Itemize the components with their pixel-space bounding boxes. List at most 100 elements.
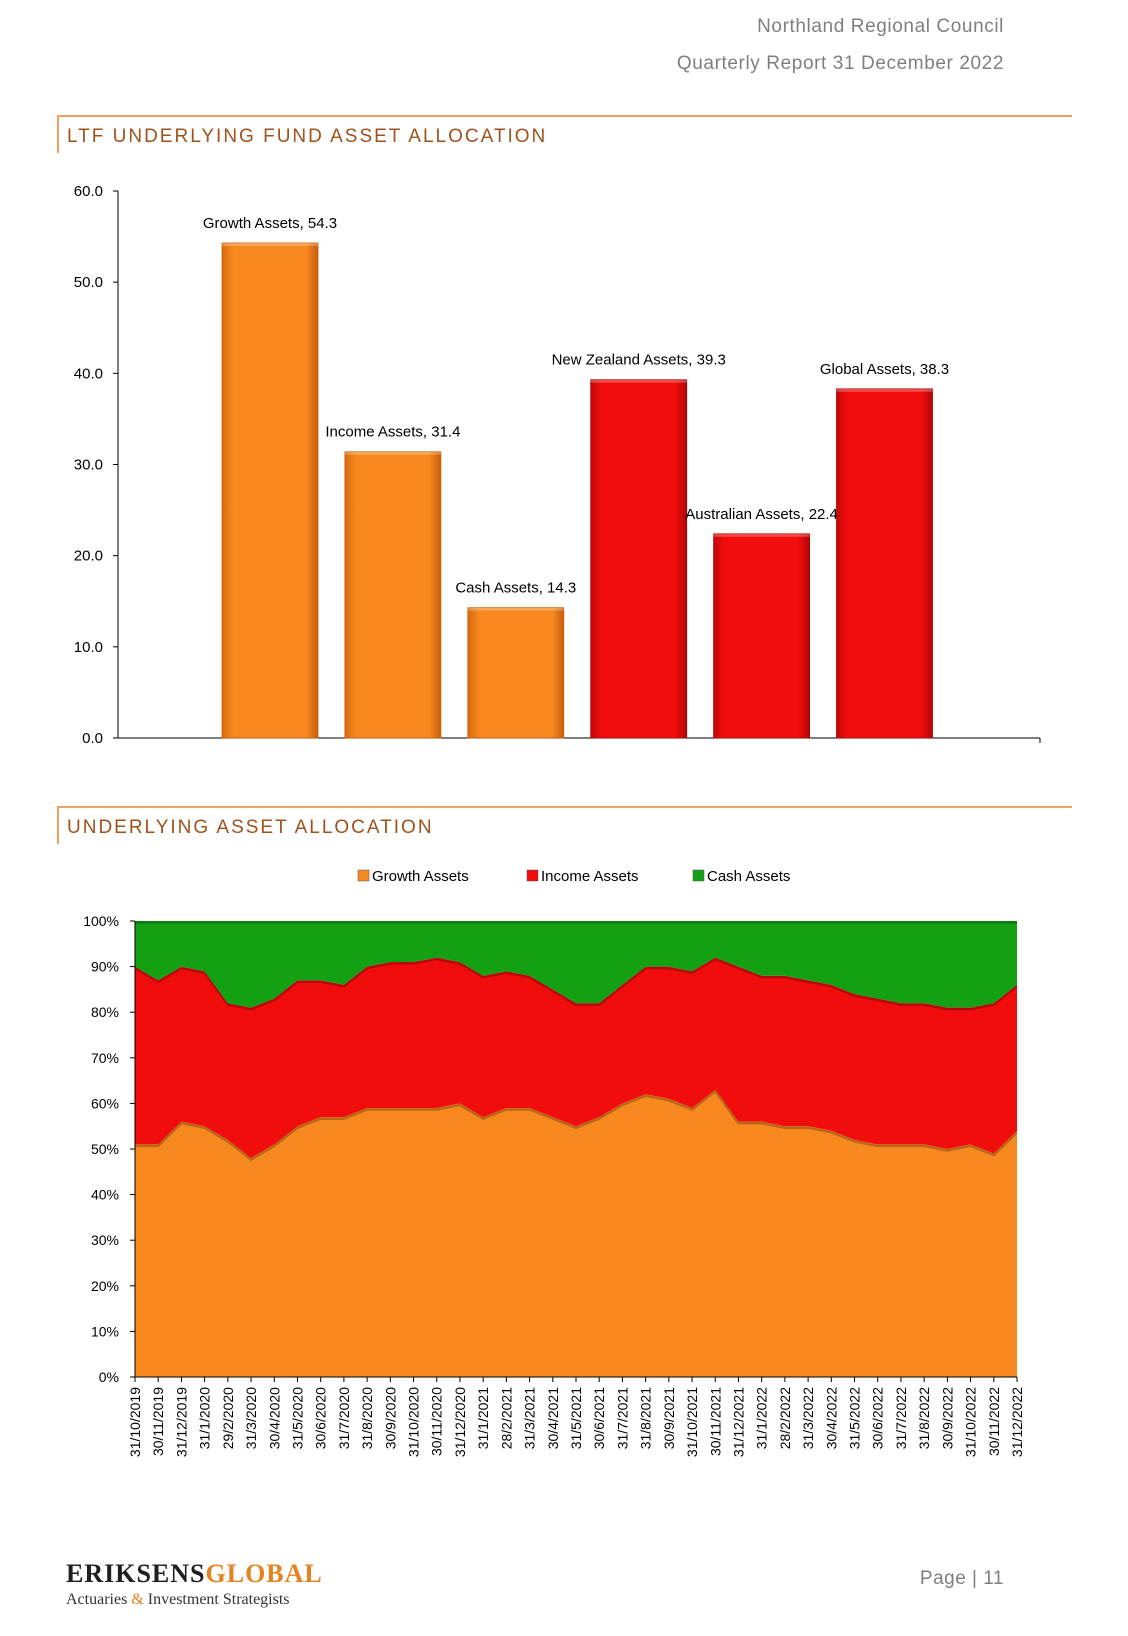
area-series-edge: [134, 957, 1018, 1011]
x-tick-label: 31/1/2022: [754, 1387, 770, 1449]
x-tick-label: 31/3/2021: [522, 1387, 538, 1449]
bar-data-label: Income Assets, 31.4: [325, 424, 460, 441]
y-tick-label: 90%: [91, 959, 119, 975]
bar: [836, 388, 933, 739]
x-tick-label: 30/6/2020: [313, 1387, 329, 1449]
y-tick-label: 30.0: [74, 457, 103, 474]
legend-swatch: [526, 869, 539, 882]
x-tick-label: 30/6/2021: [591, 1387, 607, 1449]
area-series: [135, 1089, 1017, 1377]
header-report-date: Quarterly Report 31 December 2022: [676, 53, 1004, 74]
x-tick-label: 30/11/2019: [150, 1387, 166, 1456]
bar-data-label: Australian Assets, 22.4: [685, 506, 838, 523]
x-tick-label: 30/11/2020: [429, 1387, 445, 1456]
x-tick-label: 30/4/2022: [823, 1387, 839, 1449]
x-tick-label: 31/3/2020: [243, 1387, 259, 1449]
logo-text-accent: GLOBAL: [205, 1559, 323, 1588]
legend-label: Cash Assets: [707, 868, 790, 885]
y-tick-label: 0.0: [82, 730, 103, 747]
y-tick-label: 100%: [83, 913, 119, 929]
x-tick-label: 31/10/2021: [684, 1387, 700, 1457]
x-tick-label: 31/5/2020: [289, 1387, 305, 1449]
area-series: [135, 957, 1017, 1159]
y-tick-label: 30%: [91, 1232, 119, 1248]
x-tick-label: 31/1/2020: [197, 1387, 213, 1449]
bar-data-label: Cash Assets, 14.3: [455, 580, 576, 597]
bar-data-label: Growth Assets, 54.3: [203, 215, 337, 232]
x-tick-label: 31/10/2022: [963, 1387, 979, 1457]
x-tick-label: 30/11/2021: [707, 1387, 723, 1456]
x-tick-label: 31/8/2021: [638, 1387, 654, 1449]
x-tick-label: 31/12/2022: [1009, 1387, 1025, 1457]
x-tick-label: 30/4/2020: [266, 1387, 282, 1449]
header-org: Northland Regional Council: [757, 16, 1004, 37]
y-tick-label: 60.0: [74, 183, 103, 200]
y-tick-label: 20%: [91, 1278, 119, 1294]
section-title: LTF UNDERLYING FUND ASSET ALLOCATION: [67, 126, 548, 147]
x-tick-label: 30/4/2021: [545, 1387, 561, 1449]
x-tick-label: 31/7/2022: [893, 1387, 909, 1449]
x-tick-label: 31/12/2020: [452, 1387, 468, 1457]
x-tick-label: 29/2/2020: [220, 1387, 236, 1449]
x-tick-label: 31/10/2019: [127, 1387, 143, 1457]
x-tick-label: 31/1/2021: [475, 1387, 491, 1449]
logo-text-primary: ERIKSENS: [66, 1559, 206, 1588]
logo-tagline-b: Investment Strategists: [147, 1591, 290, 1608]
company-logo: ERIKSENSGLOBAL Actuaries & Investment St…: [66, 1559, 323, 1609]
legend-swatch: [357, 869, 370, 882]
y-tick-label: 50.0: [74, 274, 103, 291]
y-tick-label: 40.0: [74, 365, 103, 382]
y-tick-label: 0%: [99, 1369, 119, 1385]
bar: [713, 533, 810, 739]
x-tick-label: 30/11/2022: [986, 1387, 1002, 1456]
bar: [590, 379, 688, 739]
x-tick-label: 30/9/2020: [382, 1387, 398, 1449]
legend-swatch: [692, 869, 705, 882]
x-tick-label: 31/7/2020: [336, 1387, 352, 1449]
x-tick-label: 31/5/2021: [568, 1387, 584, 1449]
section-title: UNDERLYING ASSET ALLOCATION: [67, 817, 434, 838]
bar-highlight: [222, 242, 318, 246]
bar-highlight: [344, 451, 441, 455]
x-tick-label: 31/5/2022: [847, 1387, 863, 1449]
logo-tagline-a: Actuaries: [66, 1591, 128, 1608]
y-tick-label: 20.0: [74, 548, 103, 565]
x-tick-label: 31/3/2022: [800, 1387, 816, 1449]
x-tick-label: 30/9/2021: [661, 1387, 677, 1449]
y-tick-label: 10.0: [74, 639, 103, 656]
section-ltf-allocation: LTF UNDERLYING FUND ASSET ALLOCATION: [57, 115, 1072, 153]
y-tick-label: 50%: [91, 1141, 119, 1157]
x-tick-label: 31/12/2019: [173, 1387, 189, 1457]
bar-data-label: New Zealand Assets, 39.3: [552, 352, 726, 369]
bar-highlight: [467, 607, 564, 611]
bar-highlight: [713, 533, 810, 537]
bar: [221, 242, 319, 739]
x-tick-label: 31/8/2020: [359, 1387, 375, 1449]
bar-chart: 0.0 10.0 20.0 30.0 40.0 50.0 60.0 Growth Asset…: [74, 183, 1041, 747]
area-series: [135, 921, 1017, 1008]
bar-highlight: [590, 379, 687, 383]
legend-label: Income Assets: [541, 868, 639, 885]
bar-highlight: [836, 388, 933, 392]
x-tick-label: 31/8/2022: [916, 1387, 932, 1449]
bar-data-label: Global Assets, 38.3: [820, 361, 949, 378]
x-tick-label: 30/9/2022: [939, 1387, 955, 1449]
x-tick-label: 28/2/2021: [498, 1387, 514, 1449]
y-tick-label: 80%: [91, 1004, 119, 1020]
y-tick-label: 60%: [91, 1095, 119, 1111]
area-series-edge: [135, 1089, 1018, 1162]
y-tick-label: 40%: [91, 1187, 119, 1203]
logo-tagline-amp: &: [131, 1591, 144, 1608]
x-tick-label: 31/12/2021: [730, 1387, 746, 1457]
bar: [467, 607, 565, 739]
bar: [344, 451, 442, 739]
x-tick-label: 31/10/2020: [406, 1387, 422, 1457]
legend-label: Growth Assets: [372, 868, 469, 885]
y-tick-label: 10%: [91, 1323, 119, 1339]
y-tick-label: 70%: [91, 1050, 119, 1066]
x-tick-label: 31/7/2021: [614, 1387, 630, 1449]
x-tick-label: 28/2/2022: [777, 1387, 793, 1449]
page-number: Page | 11: [919, 1568, 1004, 1589]
section-underlying-allocation: UNDERLYING ASSET ALLOCATION: [57, 806, 1072, 844]
x-tick-label: 30/6/2022: [870, 1387, 886, 1449]
